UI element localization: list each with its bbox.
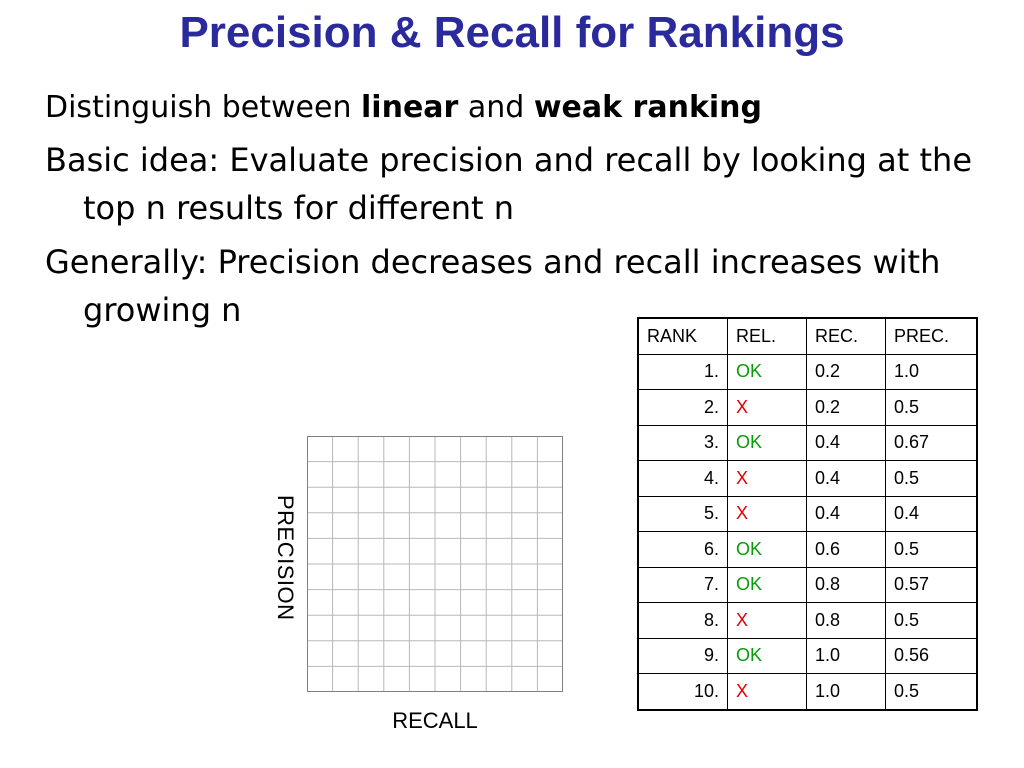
bullet-1: Distinguish between linear and weak rank… — [45, 86, 1005, 130]
recall-cell: 0.2 — [806, 389, 886, 426]
precision-cell: 0.56 — [885, 637, 978, 674]
relevance-cell: OK — [727, 637, 807, 674]
precision-cell: 0.67 — [885, 424, 978, 461]
relevance-cell: X — [727, 495, 807, 532]
precision-cell: 1.0 — [885, 353, 978, 390]
recall-cell: 1.0 — [806, 637, 886, 674]
bullet-1-mid: and — [458, 90, 534, 125]
bullet-2: Basic idea: Evaluate precision and recal… — [45, 141, 972, 227]
rank-cell: 10. — [637, 673, 728, 710]
bullet-list: Distinguish between linear and weak rank… — [45, 86, 1005, 340]
precision-cell: 0.5 — [885, 673, 978, 710]
precision-cell: 0.5 — [885, 460, 978, 497]
header-rank: RANK — [637, 317, 728, 355]
recall-cell: 1.0 — [806, 673, 886, 710]
recall-cell: 0.8 — [806, 602, 886, 639]
rank-cell: 5. — [637, 495, 728, 532]
recall-cell: 0.8 — [806, 566, 886, 603]
recall-cell: 0.6 — [806, 531, 886, 568]
rank-cell: 4. — [637, 460, 728, 497]
relevance-cell: X — [727, 460, 807, 497]
precision-cell: 0.57 — [885, 566, 978, 603]
precision-recall-grid — [307, 436, 563, 692]
table-row: 3. OK 0.4 0.67 — [637, 424, 978, 461]
relevance-cell: OK — [727, 353, 807, 390]
relevance-cell: OK — [727, 531, 807, 568]
table-row: 1. OK 0.2 1.0 — [637, 353, 978, 390]
keyword-weak-ranking: weak ranking — [533, 90, 763, 125]
bullet-1-prefix: Distinguish between — [45, 90, 362, 125]
table-row: 4. X 0.4 0.5 — [637, 460, 978, 497]
table-row: 9. OK 1.0 0.56 — [637, 637, 978, 674]
ranking-table: RANK REL. REC. PREC. 1. OK 0.2 1.0 2. X 0.2 0.5… — [637, 317, 978, 711]
table-row: 6. OK 0.6 0.5 — [637, 531, 978, 568]
table-row: 8. X 0.8 0.5 — [637, 602, 978, 639]
y-axis-label: PRECISION — [273, 495, 298, 621]
rank-cell: 6. — [637, 531, 728, 568]
precision-cell: 0.5 — [885, 389, 978, 426]
recall-cell: 0.4 — [806, 495, 886, 532]
precision-cell: 0.5 — [885, 602, 978, 639]
recall-cell: 0.4 — [806, 460, 886, 497]
table-row: 2. X 0.2 0.5 — [637, 389, 978, 426]
table-row: 7. OK 0.8 0.57 — [637, 566, 978, 603]
table-header-row: RANK REL. REC. PREC. — [637, 317, 978, 355]
rank-cell: 3. — [637, 424, 728, 461]
precision-cell: 0.4 — [885, 495, 978, 532]
keyword-linear: linear — [361, 90, 459, 125]
rank-cell: 8. — [637, 602, 728, 639]
rank-cell: 1. — [637, 353, 728, 390]
relevance-cell: OK — [727, 566, 807, 603]
rank-cell: 9. — [637, 637, 728, 674]
header-rec: REC. — [806, 317, 886, 355]
recall-cell: 0.2 — [806, 353, 886, 390]
plot-frame — [307, 436, 563, 692]
precision-cell: 0.5 — [885, 531, 978, 568]
x-axis-label: RECALL — [392, 708, 478, 733]
table-row: 10. X 1.0 0.5 — [637, 673, 978, 710]
recall-cell: 0.4 — [806, 424, 886, 461]
table-row: 5. X 0.4 0.4 — [637, 495, 978, 532]
relevance-cell: OK — [727, 424, 807, 461]
header-rel: REL. — [727, 317, 807, 355]
relevance-cell: X — [727, 602, 807, 639]
bullet-3: Generally: Precision decreases and recal… — [45, 243, 941, 329]
header-prec: PREC. — [885, 317, 978, 355]
relevance-cell: X — [727, 389, 807, 426]
table-body: 1. OK 0.2 1.0 2. X 0.2 0.5 3. OK 0.4 0.67 4. X 0.4 0.5 5… — [637, 353, 978, 710]
slide-title: Precision & Recall for Rankings — [179, 8, 845, 57]
rank-cell: 7. — [637, 566, 728, 603]
rank-cell: 2. — [637, 389, 728, 426]
relevance-cell: X — [727, 673, 807, 710]
